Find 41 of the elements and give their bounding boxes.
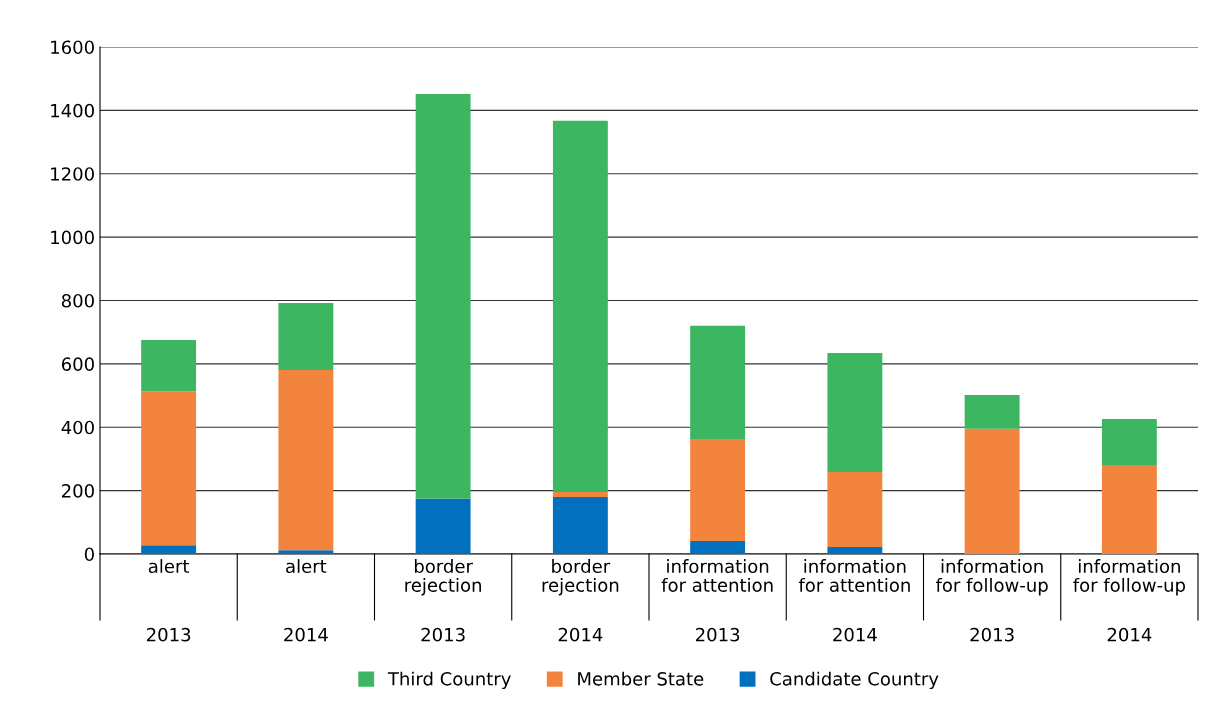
y-tick-label: 400: [61, 420, 94, 435]
category-label: information for attention 2013: [661, 559, 773, 642]
legend-label: Member State: [578, 671, 704, 686]
legend-label: Candidate Country: [770, 671, 939, 690]
bar: [1101, 419, 1157, 465]
y-tick-label: 600: [61, 357, 94, 371]
bar: [415, 498, 471, 554]
legend-label: Third Country: [387, 671, 511, 690]
y-tick-label: 200: [62, 484, 94, 498]
category-label: information for follow-up 2014: [1073, 559, 1186, 642]
bar: [141, 391, 197, 546]
bar: [141, 545, 197, 554]
category-label: information for follow-up 2013: [935, 559, 1048, 642]
bar: [415, 93, 471, 499]
category-label: alert 2014: [284, 559, 328, 642]
bar: [1101, 464, 1157, 554]
y-tick-label: 800: [61, 293, 94, 308]
y-tick-label: 1400: [51, 103, 94, 118]
y-tick-label: 1000: [51, 230, 94, 245]
y-tick-label: 1200: [51, 167, 94, 181]
bar: [278, 303, 334, 370]
bar: [964, 428, 1020, 554]
bar: [827, 471, 883, 548]
bar: [278, 550, 334, 554]
y-tick-label: 1600: [51, 40, 94, 55]
bar: [827, 353, 883, 472]
category-label: alert 2013: [146, 559, 191, 642]
bar: [141, 340, 197, 392]
bar: [690, 325, 746, 439]
bar: [827, 547, 883, 554]
bar: [552, 120, 608, 492]
bar: [690, 541, 746, 554]
bar: [552, 496, 608, 554]
bar: [964, 394, 1020, 429]
category-label: border rejection 2013: [405, 559, 481, 642]
category-label: information for attention 2014: [798, 559, 910, 642]
bar: [690, 438, 746, 542]
bar: [278, 369, 334, 551]
y-tick-label: 0: [84, 547, 94, 562]
category-label: border rejection 2014: [542, 559, 619, 642]
bar: [552, 491, 608, 497]
